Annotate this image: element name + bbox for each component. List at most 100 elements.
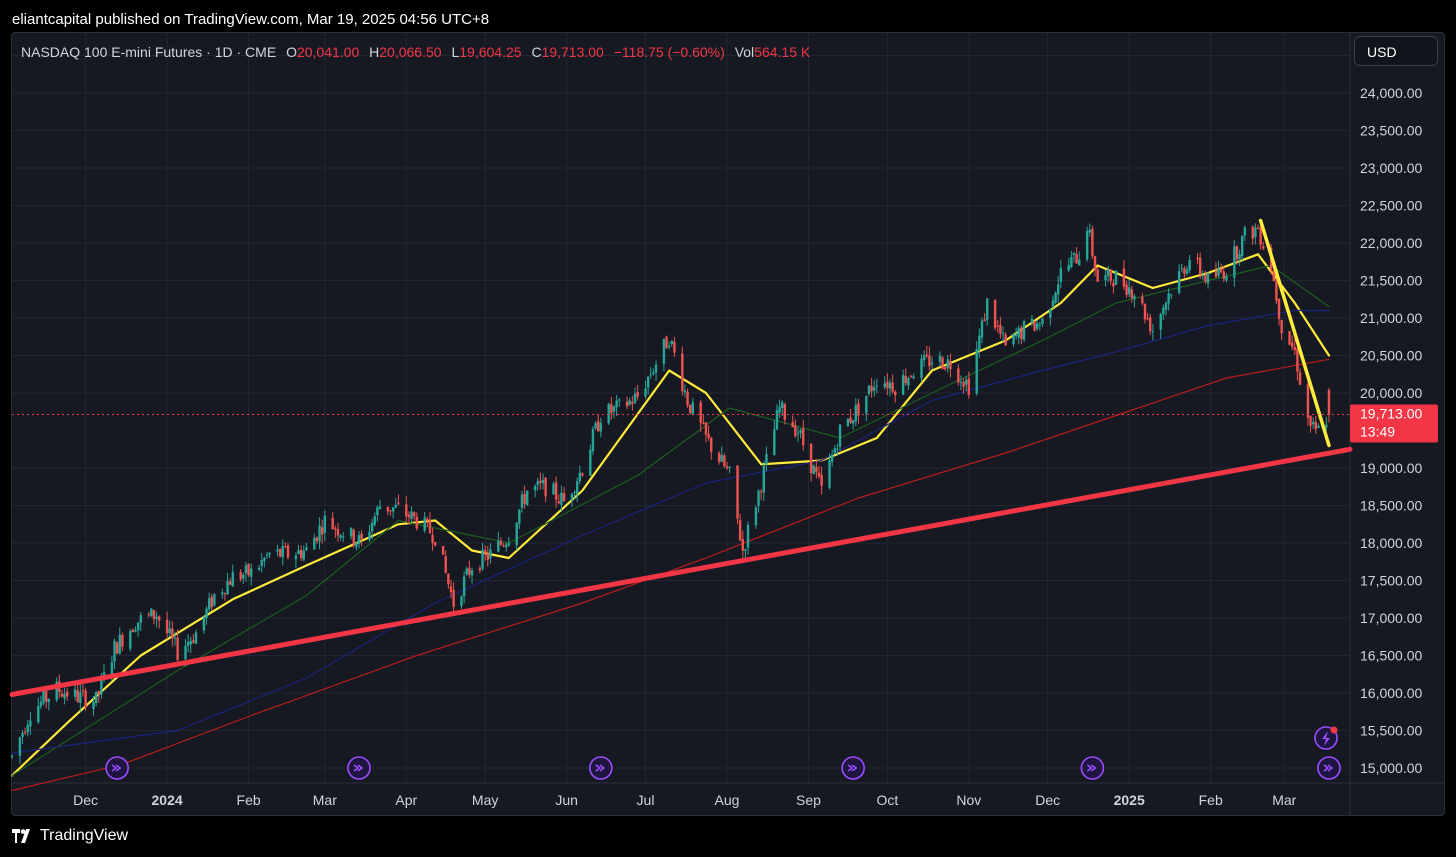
- candle-body: [60, 693, 64, 697]
- candle-body: [265, 554, 269, 556]
- candle-body: [134, 629, 137, 632]
- candle-body: [173, 637, 177, 639]
- low-value: 19,604.25: [459, 44, 522, 60]
- candle-body: [239, 572, 242, 580]
- tradingview-logo[interactable]: TradingView: [12, 826, 128, 846]
- candle-body: [81, 690, 85, 692]
- candle-body: [268, 552, 271, 555]
- candle-body: [754, 507, 758, 526]
- candle-body: [1146, 318, 1149, 320]
- candle-body: [357, 535, 361, 544]
- candle-body: [1262, 246, 1265, 249]
- close-label: C: [531, 44, 542, 60]
- candle-body: [407, 514, 411, 518]
- time-axis-label: Feb: [1199, 792, 1223, 808]
- candle-body: [468, 567, 471, 575]
- candle-body: [851, 420, 855, 424]
- time-axis-label: 2025: [1114, 792, 1145, 808]
- time-axis-label: Feb: [237, 792, 261, 808]
- candle-body: [757, 490, 760, 506]
- candle-body: [631, 401, 634, 404]
- candle-body: [486, 553, 489, 560]
- candle-body: [281, 546, 284, 558]
- candle-body: [1091, 228, 1094, 257]
- candle-body: [1070, 257, 1073, 268]
- candle-body: [18, 737, 22, 756]
- candle-body: [980, 320, 984, 338]
- time-axis-label: Oct: [876, 792, 898, 808]
- volume-value: 564.15 K: [754, 44, 811, 60]
- chart-grid: [12, 33, 1444, 815]
- candle-body: [894, 391, 897, 396]
- resistance-trendline: [1258, 218, 1331, 448]
- candle-body: [846, 418, 850, 427]
- candle-body: [1241, 235, 1244, 257]
- lightning-bolt: [1322, 731, 1330, 746]
- candle-body: [1072, 252, 1076, 255]
- candle-body: [849, 417, 852, 423]
- candle-body: [625, 401, 629, 407]
- candle-body: [570, 493, 574, 501]
- currency-button[interactable]: USD: [1354, 36, 1438, 66]
- candle-body: [136, 622, 140, 630]
- candle-body: [478, 568, 482, 571]
- event-marker-icon[interactable]: [105, 756, 129, 780]
- candle-body: [115, 642, 119, 654]
- candle-body: [29, 720, 32, 727]
- candle-body: [202, 616, 206, 631]
- candle-body: [802, 428, 805, 446]
- low-label: L: [451, 44, 460, 60]
- candle-body: [828, 460, 831, 488]
- open-label: O: [286, 44, 297, 60]
- chart-panel[interactable]: [11, 32, 1445, 816]
- candle-body: [276, 549, 279, 552]
- candle-body: [1014, 335, 1018, 337]
- candle-body: [857, 403, 860, 416]
- candle-body: [967, 378, 971, 395]
- candle-body: [339, 535, 342, 538]
- candle-body: [1309, 416, 1312, 427]
- candle-body: [870, 385, 873, 392]
- price-tick-label: 21,000.00: [1360, 310, 1422, 326]
- candle-body: [1214, 271, 1218, 277]
- event-marker-icon[interactable]: [1080, 756, 1105, 780]
- candle-body: [689, 404, 692, 413]
- candle-body: [1038, 324, 1042, 326]
- candle-body: [1104, 275, 1107, 281]
- candle-body: [1133, 296, 1136, 300]
- candle-body: [242, 574, 245, 579]
- time-axis-label: Dec: [1035, 792, 1060, 808]
- candle-body: [741, 539, 744, 551]
- candle-body: [318, 525, 321, 542]
- candle-body: [405, 504, 408, 517]
- footer-bar: [0, 816, 1456, 857]
- event-marker-chevrons: [1086, 764, 1097, 772]
- candle-body: [539, 480, 542, 483]
- event-marker-icon[interactable]: [347, 756, 371, 780]
- alert-lightning-icon[interactable]: [1314, 726, 1338, 750]
- candle-body: [707, 433, 710, 438]
- event-marker-icon[interactable]: [1317, 756, 1341, 780]
- candle-body: [541, 479, 545, 484]
- candle-body: [575, 481, 579, 494]
- price-tick-label: 23,500.00: [1360, 123, 1422, 139]
- candle-body: [410, 511, 413, 519]
- support-trendline: [9, 446, 1353, 697]
- candle-body: [533, 485, 537, 491]
- candle-body: [426, 518, 429, 521]
- candle-body: [775, 410, 779, 430]
- candle-body: [1219, 269, 1223, 272]
- symbol-name[interactable]: NASDAQ 100 E-mini Futures · 1D · CME: [21, 44, 277, 60]
- candle-body: [799, 430, 802, 433]
- candle-body: [376, 507, 379, 516]
- candle-body: [686, 391, 689, 406]
- candle-body: [168, 628, 171, 634]
- event-marker-icon[interactable]: [841, 756, 865, 780]
- candle-body: [121, 635, 124, 647]
- event-marker-icon[interactable]: [589, 756, 613, 780]
- candle-body: [1275, 280, 1278, 301]
- price-tick-label: 16,000.00: [1360, 685, 1422, 701]
- candle-body: [1243, 227, 1247, 236]
- candle-body: [1054, 292, 1057, 303]
